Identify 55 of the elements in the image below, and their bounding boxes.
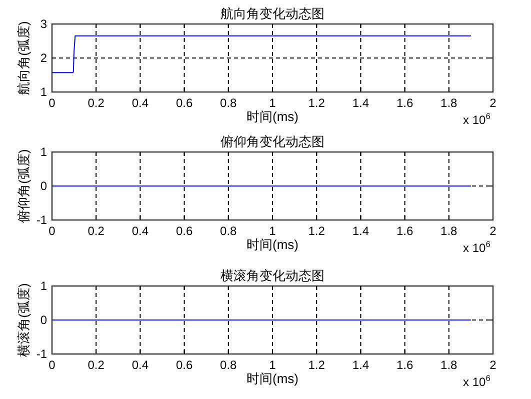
x-axis-title: 时间(ms): [246, 371, 298, 386]
x-tick-label: 1: [269, 358, 276, 372]
x-tick-label: 0.6: [176, 224, 193, 238]
x-tick-label: 0: [48, 96, 56, 110]
x-tick-label: 0.2: [88, 96, 105, 110]
x-tick-label: 2: [490, 96, 497, 110]
x-tick-label: 1.8: [440, 96, 458, 110]
x-tick-label: 0.4: [132, 96, 149, 110]
text: x 10$^{6}$: [463, 111, 491, 127]
x-tick-label: 1.2: [308, 224, 326, 238]
y-tick-label: 3: [40, 17, 48, 31]
x-tick-label: 0.2: [88, 224, 105, 238]
y-tick-label: 2: [40, 51, 48, 65]
x-tick-label: 0: [48, 358, 56, 372]
x-tick-label: 0: [48, 224, 56, 238]
x-tick-label: 1.4: [352, 358, 370, 372]
y-tick-label: -1: [36, 347, 48, 361]
x-tick-label: 0.4: [132, 224, 149, 238]
x-tick-label: 1.4: [352, 96, 370, 110]
x-tick-label: 1.4: [352, 224, 370, 238]
x-tick-label: 1.8: [440, 358, 458, 372]
chart-title: 横滚角变化动态图: [220, 268, 324, 283]
y-axis-title: 航向角(弧度): [16, 21, 31, 95]
chart-title: 俯仰角变化动态图: [220, 134, 324, 149]
x-tick-label: 0.4: [132, 358, 149, 372]
text: x 10$^{6}$: [463, 373, 491, 389]
x-tick-label: 1: [269, 224, 276, 238]
y-tick-label: 1: [40, 85, 48, 99]
x-tick-label: 1.2: [308, 358, 326, 372]
y-axis-title: 俯仰角(弧度): [16, 149, 31, 223]
x-tick-label: 2: [490, 358, 497, 372]
x-tick-label: 0.6: [176, 358, 193, 372]
y-tick-label: -1: [36, 213, 48, 227]
x-axis-title: 时间(ms): [246, 237, 298, 252]
y-tick-label: 0: [40, 313, 48, 327]
x-tick-label: 0.6: [176, 96, 193, 110]
x-tick-label: 1.6: [396, 224, 414, 238]
line-series: [52, 35, 472, 74]
x-tick-label: 0.8: [220, 358, 238, 372]
y-axis-title: 横滚角(弧度): [16, 283, 31, 357]
x-tick-label: 1: [269, 96, 276, 110]
x-tick-label: 1.8: [440, 224, 458, 238]
chart-title: 航向角变化动态图: [220, 6, 324, 21]
x-tick-label: 0.8: [220, 224, 238, 238]
x-axis-title: 时间(ms): [246, 109, 298, 124]
y-tick-label: 1: [40, 279, 48, 293]
x-tick-label: 2: [490, 224, 497, 238]
x-tick-label: 0.8: [220, 96, 238, 110]
x-tick-label: 1.2: [308, 96, 326, 110]
x-tick-label: 1.6: [396, 96, 414, 110]
text: x 10$^{6}$: [463, 239, 491, 255]
y-tick-label: 0: [40, 179, 48, 193]
x-tick-label: 1.6: [396, 358, 414, 372]
x-tick-label: 0.2: [88, 358, 105, 372]
y-tick-label: 1: [40, 145, 48, 159]
